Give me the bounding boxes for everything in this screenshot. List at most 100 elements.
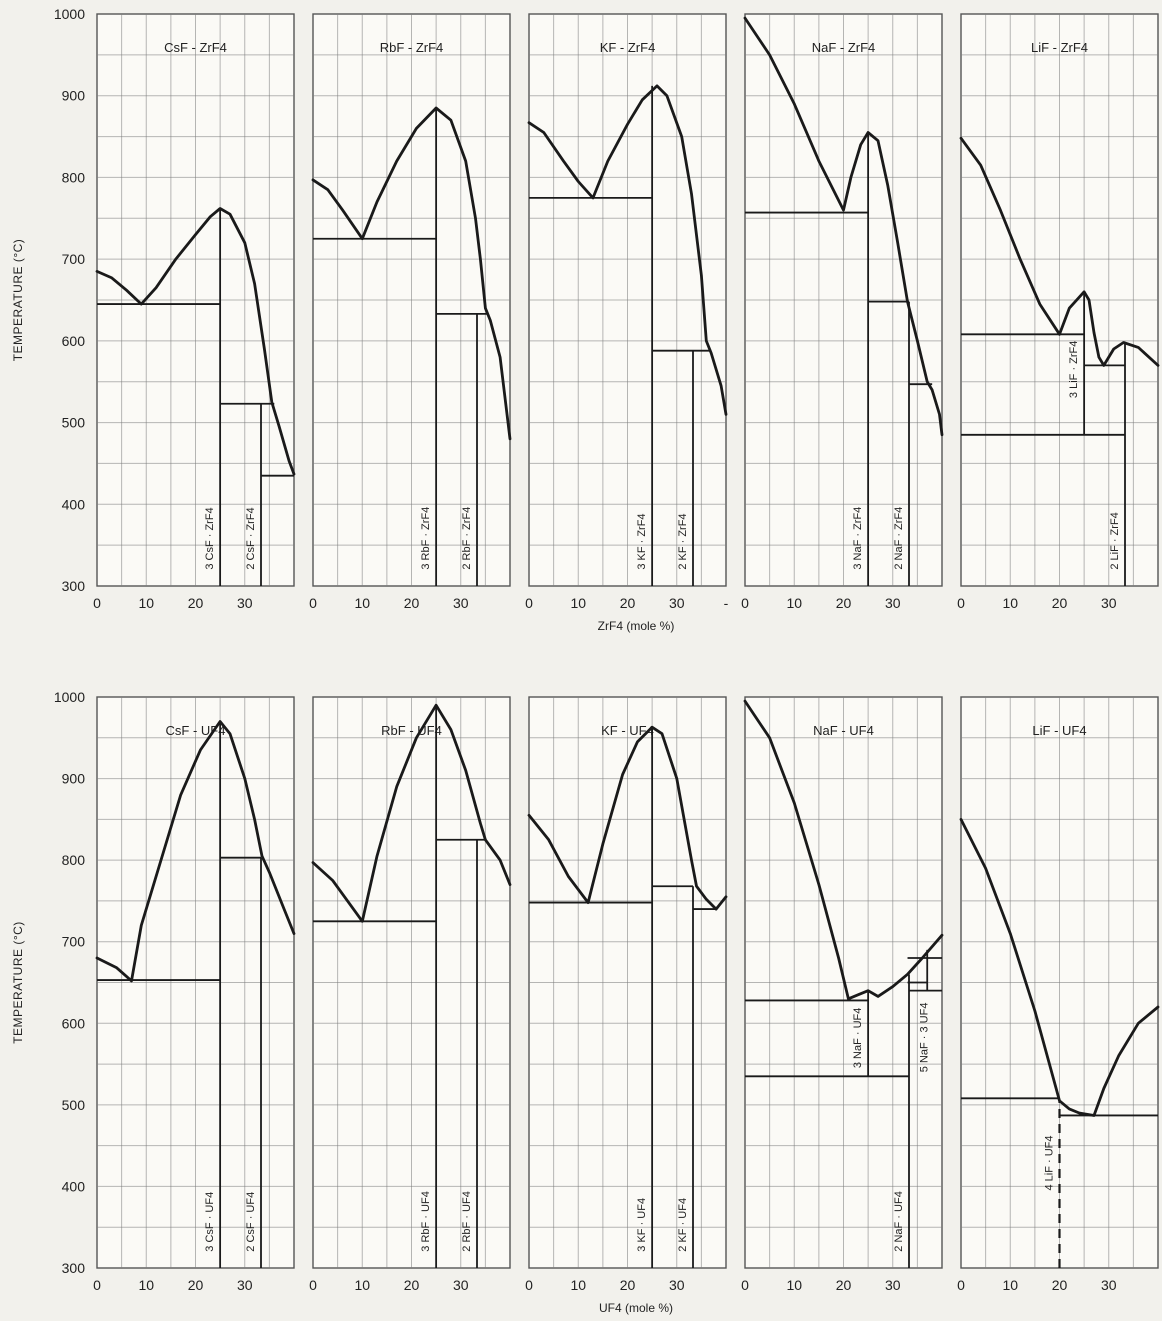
x-tick-label: 20 (836, 1277, 852, 1293)
x-tick-label: 10 (354, 1277, 370, 1293)
panel-title: LiF - UF4 (1032, 723, 1086, 738)
x-tick-label: 20 (188, 595, 204, 611)
x-tick-label: 30 (453, 1277, 469, 1293)
compound-label: 5 NaF · 3 UF4 (919, 1003, 931, 1073)
panel-title: CsF - ZrF4 (164, 40, 227, 55)
y-tick-label: 900 (62, 771, 86, 787)
panel-title: NaF - ZrF4 (812, 40, 876, 55)
phase-panel: NaF - UF4 3 NaF · UF4 2 NaF · UF4 5 NaF · 3… (741, 696, 944, 1293)
x-tick-label: 10 (1002, 1277, 1018, 1293)
x-tick-label: 30 (669, 1277, 685, 1293)
panel-title: KF - ZrF4 (600, 40, 656, 55)
phase-panel: KF - ZrF4 3 KF · ZrF4 2 KF · ZrF4 0 10 20 30 - (525, 13, 729, 611)
liquidus-curve (959, 818, 1160, 1117)
x-tick-label: 0 (957, 595, 965, 611)
y-axis-label: TEMPERATURE (°C) (11, 921, 25, 1044)
compound-label: 2 LiF · ZrF4 (1109, 512, 1121, 569)
panel-title: RbF - UF4 (381, 723, 442, 738)
compound-label: 3 KF · ZrF4 (636, 513, 648, 569)
compound-label: 3 NaF · UF4 (852, 1008, 864, 1069)
y-tick-label: 600 (62, 1015, 86, 1031)
liquidus-curve (527, 725, 728, 911)
compound-label: 3 NaF · ZrF4 (852, 507, 864, 570)
phase-panel: LiF - UF4 4 LiF · UF4 0 10 20 30 (957, 696, 1160, 1293)
compound-label: 2 RbF · UF4 (461, 1191, 473, 1252)
phase-panel: RbF - UF4 3 RbF · UF4 2 RbF · UF4 0 10 20 30 (309, 696, 512, 1293)
liquidus-curve (311, 106, 512, 441)
x-tick-label: 30 (453, 595, 469, 611)
x-tick-label: 0 (525, 595, 533, 611)
x-tick-label: 20 (404, 1277, 420, 1293)
x-tick-label: 0 (309, 1277, 317, 1293)
y-tick-label: 300 (62, 578, 86, 594)
x-tick-label: 0 (93, 595, 101, 611)
liquidus-curve (959, 136, 1160, 367)
compound-label: 2 RbF · ZrF4 (461, 507, 473, 570)
x-tick-label: 30 (669, 595, 685, 611)
x-tick-label: 10 (570, 595, 586, 611)
panel-title: KF - UF4 (601, 723, 654, 738)
x-tick-label: 0 (741, 1277, 749, 1293)
x-tick-label: 0 (741, 595, 749, 611)
y-tick-label: 400 (62, 1178, 86, 1194)
y-tick-label: 600 (62, 333, 86, 349)
x-axis-label: UF4 (mole %) (599, 1301, 673, 1315)
compound-label: 2 KF · ZrF4 (677, 513, 689, 569)
y-tick-label: 700 (62, 251, 86, 267)
liquidus-curve (311, 703, 512, 923)
x-tick-label: 0 (93, 1277, 101, 1293)
x-tick-label: 10 (354, 595, 370, 611)
compound-label: 2 NaF · UF4 (893, 1191, 905, 1252)
phase-panel: LiF - ZrF4 3 LiF · ZrF4 2 LiF · ZrF4 0 10 20 3… (957, 13, 1160, 611)
compound-label: 3 RbF · ZrF4 (420, 507, 432, 570)
x-tick-label: 30 (237, 595, 253, 611)
y-axis-label: TEMPERATURE (°C) (11, 239, 25, 362)
liquidus-curve (527, 84, 728, 416)
x-tick-label: 20 (836, 595, 852, 611)
x-tick-label: 20 (188, 1277, 204, 1293)
compound-label: 2 CsF · UF4 (245, 1192, 257, 1252)
y-tick-label: 1000 (54, 6, 85, 22)
x-tick-label: 30 (1101, 595, 1117, 611)
y-tick-label: 800 (62, 852, 86, 868)
x-tick-label: 10 (1002, 595, 1018, 611)
phase-panel: RbF - ZrF4 3 RbF · ZrF4 2 RbF · ZrF4 0 10 20 3… (309, 13, 512, 611)
liquidus-curve (95, 720, 296, 983)
compound-label: 3 CsF · UF4 (204, 1192, 216, 1252)
chart-row-1: CsF - ZrF4 3 CsF · ZrF4 2 CsF · ZrF4 0 10 20 3… (11, 6, 1160, 633)
panel-title: RbF - ZrF4 (380, 40, 444, 55)
x-tick-label: 20 (620, 595, 636, 611)
compound-label: 3 RbF · UF4 (420, 1191, 432, 1252)
x-tick-label: 0 (525, 1277, 533, 1293)
compound-label: 3 LiF · ZrF4 (1068, 341, 1080, 398)
y-tick-label: 1000 (54, 689, 85, 705)
y-tick-label: 700 (62, 934, 86, 950)
compound-label: 2 NaF · ZrF4 (893, 507, 905, 570)
y-tick-label: 900 (62, 88, 86, 104)
compound-label: 2 CsF · ZrF4 (245, 507, 257, 569)
x-tick-label: 10 (570, 1277, 586, 1293)
panel-title: NaF - UF4 (813, 723, 874, 738)
y-tick-label: 500 (62, 415, 86, 431)
panel-title: LiF - ZrF4 (1031, 40, 1088, 55)
y-tick-label: 300 (62, 1260, 86, 1276)
x-tick-label: 10 (138, 1277, 154, 1293)
compound-label: 4 LiF · UF4 (1044, 1135, 1056, 1190)
x-tick-label: - (724, 595, 729, 611)
y-tick-label: 400 (62, 496, 86, 512)
x-tick-label: 20 (1052, 595, 1068, 611)
y-tick-label: 800 (62, 169, 86, 185)
liquidus-curve (743, 699, 944, 1001)
x-tick-label: 20 (404, 595, 420, 611)
x-tick-label: 0 (957, 1277, 965, 1293)
x-tick-label: 10 (138, 595, 154, 611)
x-tick-label: 0 (309, 595, 317, 611)
phase-panel: CsF - ZrF4 3 CsF · ZrF4 2 CsF · ZrF4 0 10 20 3… (93, 13, 296, 611)
x-tick-label: 30 (237, 1277, 253, 1293)
compound-label: 3 CsF · ZrF4 (204, 507, 216, 569)
liquidus-curve (743, 16, 944, 437)
x-axis-label: ZrF4 (mole %) (598, 619, 675, 633)
